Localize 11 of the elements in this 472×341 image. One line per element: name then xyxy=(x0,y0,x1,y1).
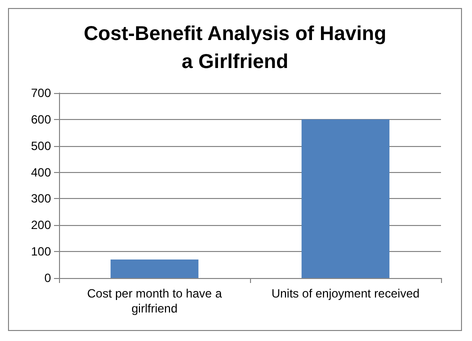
y-tick-label: 700 xyxy=(30,86,52,100)
y-tick-label: 500 xyxy=(30,138,52,153)
y-tick-label: 100 xyxy=(30,244,52,259)
chart-title: Cost-Benefit Analysis of Having a Girlfriend xyxy=(84,23,386,73)
y-tick-label: 0 xyxy=(44,271,52,285)
x-tick-label: Units of enjoyment received xyxy=(271,286,420,300)
x-tick-label: Cost per month to have a girlfriend xyxy=(87,286,222,316)
y-tick-label: 200 xyxy=(30,218,52,232)
y-tick-label: 600 xyxy=(30,112,52,126)
y-tick-label: 400 xyxy=(30,165,52,180)
y-tick-label: 300 xyxy=(30,192,52,206)
